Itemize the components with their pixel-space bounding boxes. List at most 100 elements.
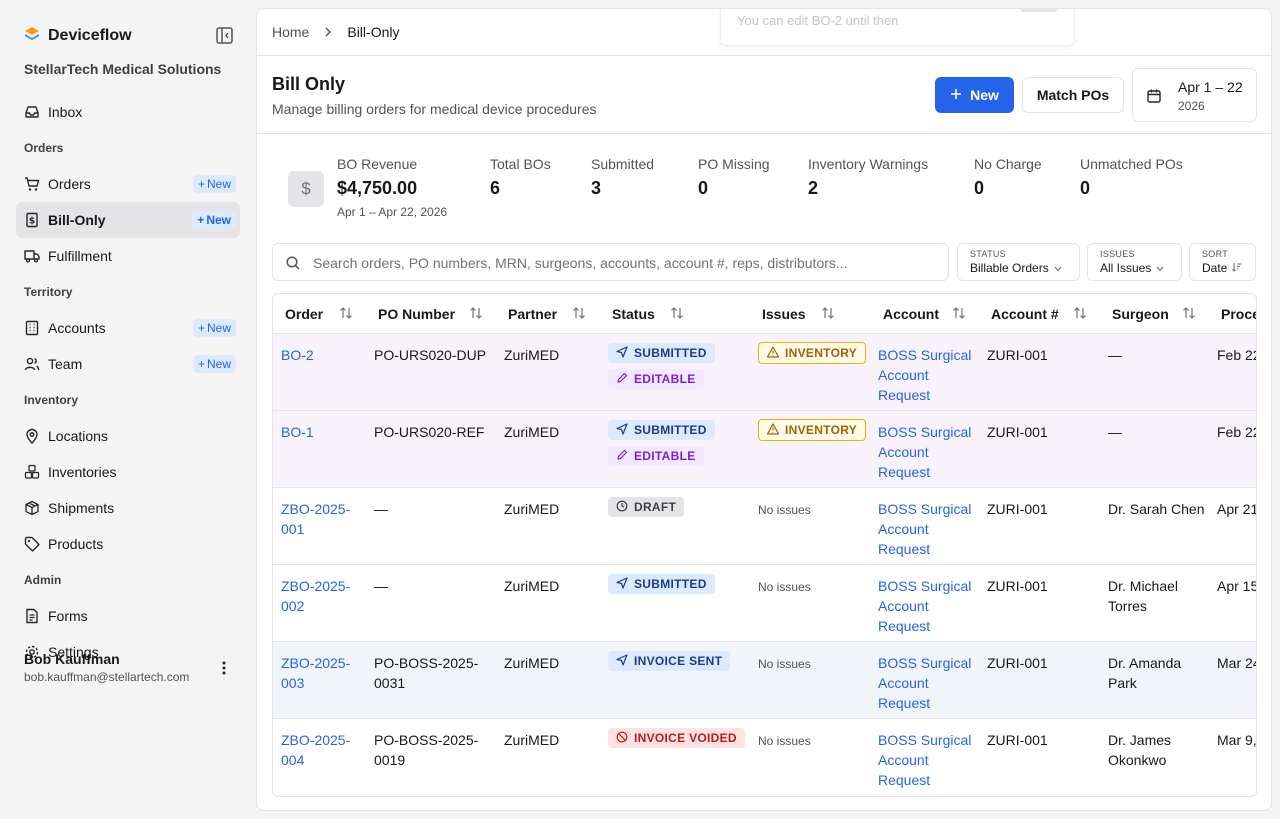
plus-icon: [950, 87, 962, 103]
toast-notification: You can edit BO-2 until then: [720, 9, 1075, 46]
sort-control[interactable]: SORT Date: [1189, 243, 1256, 281]
sidebar-item-orders[interactable]: Orders + New: [16, 166, 240, 202]
date-range-picker[interactable]: Apr 1 – 22 2026: [1132, 68, 1257, 122]
procedure-date-cell: Feb 22: [1217, 424, 1257, 440]
stat-value: 0: [1080, 178, 1091, 198]
sidebar-item-team[interactable]: Team + New: [16, 346, 240, 382]
status-badge-submitted: SUBMITTED: [608, 420, 715, 440]
column-header-status[interactable]: Status: [612, 306, 655, 322]
column-header-procedure[interactable]: Procedure: [1221, 306, 1256, 322]
stat-po-missing[interactable]: PO Missing 0: [698, 156, 770, 199]
sidebar-item-locations[interactable]: Locations: [16, 418, 240, 454]
page-title: Bill Only: [272, 74, 346, 94]
filter-label: ISSUES: [1100, 249, 1135, 259]
account-link[interactable]: BOSS Surgical Account Request: [878, 424, 972, 480]
partner-cell: ZuriMED: [504, 655, 560, 671]
issue-badge-inventory[interactable]: INVENTORY: [758, 419, 867, 441]
column-header-surgeon[interactable]: Surgeon: [1112, 306, 1169, 322]
sort-icon[interactable]: [572, 306, 586, 323]
user-profile[interactable]: Bob Kauffman bob.kauffman@stellartech.co…: [24, 651, 189, 684]
stat-no-charge[interactable]: No Charge 0: [974, 156, 1042, 199]
stat-unmatched-pos[interactable]: Unmatched POs 0: [1080, 156, 1183, 199]
org-name[interactable]: StellarTech Medical Solutions: [24, 61, 222, 77]
new-bill-only-primary-button[interactable]: New: [935, 77, 1014, 113]
surgeon-cell: Dr. Sarah Chen: [1108, 501, 1205, 517]
plus-icon: +: [197, 321, 205, 335]
column-header-account[interactable]: Account: [883, 306, 939, 322]
sidebar-item-products[interactable]: Products: [16, 526, 240, 562]
issue-badge-inventory[interactable]: INVENTORY: [758, 342, 867, 364]
account-link[interactable]: BOSS Surgical Account Request: [878, 732, 972, 788]
sidebar-item-fulfillment[interactable]: Fulfillment: [16, 238, 240, 274]
breadcrumb-home[interactable]: Home: [272, 24, 310, 40]
send-icon: [616, 345, 628, 361]
new-order-button[interactable]: + New: [192, 175, 236, 193]
stat-submitted[interactable]: Submitted 3: [591, 156, 654, 199]
sort-icon[interactable]: [952, 306, 966, 323]
sidebar-item-inbox[interactable]: Inbox: [16, 94, 240, 130]
new-bill-only-button[interactable]: + New: [192, 211, 236, 229]
account-link[interactable]: BOSS Surgical Account Request: [878, 501, 972, 557]
table-row[interactable]: ZBO-2025- 002 — ZuriMED SUBMITTED No issu…: [273, 565, 1256, 642]
send-icon: [616, 653, 628, 669]
sidebar-item-settings[interactable]: Settings: [16, 634, 240, 670]
match-pos-button[interactable]: Match POs: [1022, 77, 1124, 113]
breadcrumb-current: Bill-Only: [347, 24, 400, 40]
issues-filter[interactable]: ISSUES All Issues: [1087, 243, 1182, 281]
table-row[interactable]: BO-1 PO-URS020-REF ZuriMED SUBMITTED EDI…: [273, 411, 1257, 488]
new-account-button[interactable]: + New: [192, 319, 236, 337]
table-row[interactable]: ZBO-2025- 001 — ZuriMED DRAFT No issues B…: [273, 488, 1256, 565]
partner-cell: ZuriMED: [504, 732, 560, 748]
partner-cell: ZuriMED: [504, 578, 560, 594]
nav-section-inventory: Inventory: [24, 393, 79, 407]
table-row[interactable]: BO-2 PO-URS020-DUP ZuriMED SUBMITTED EDI…: [273, 334, 1256, 411]
account-link[interactable]: BOSS Surgical Account Request: [878, 347, 972, 403]
sidebar-item-inventories[interactable]: Inventories: [16, 454, 240, 490]
column-header-partner[interactable]: Partner: [508, 306, 558, 322]
package-icon: [24, 500, 40, 516]
account-number-cell: ZURI-001: [987, 655, 1048, 671]
order-link[interactable]: ZBO-2025- 002: [281, 578, 351, 614]
toast-action-button[interactable]: [1020, 9, 1058, 12]
account-link[interactable]: BOSS Surgical Account Request: [878, 655, 972, 711]
order-link[interactable]: ZBO-2025- 001: [281, 501, 351, 537]
order-link[interactable]: BO-2: [281, 347, 314, 363]
order-link[interactable]: BO-1: [281, 424, 314, 440]
order-link[interactable]: ZBO-2025- 004: [281, 732, 351, 768]
column-header-issues[interactable]: Issues: [762, 306, 806, 322]
sidebar-item-accounts[interactable]: Accounts + New: [16, 310, 240, 346]
column-header-order[interactable]: Order: [285, 306, 324, 322]
collapse-sidebar-icon[interactable]: [216, 27, 234, 45]
stat-inventory-warnings[interactable]: Inventory Warnings 2: [808, 156, 928, 199]
column-header-po-number[interactable]: PO Number: [378, 306, 456, 322]
sort-icon[interactable]: [821, 306, 835, 323]
sidebar-item-shipments[interactable]: Shipments: [16, 490, 240, 526]
brand[interactable]: Deviceflow: [24, 26, 132, 45]
table-row[interactable]: ZBO-2025- 004 PO-BOSS-2025- 0019 ZuriMED I…: [273, 719, 1257, 796]
account-link[interactable]: BOSS Surgical Account Request: [878, 578, 972, 634]
column-header-account-number[interactable]: Account #: [991, 306, 1059, 322]
sort-icon[interactable]: [469, 306, 483, 323]
sort-icon[interactable]: [670, 306, 684, 323]
more-vertical-icon[interactable]: [218, 660, 230, 676]
stat-label: Submitted: [591, 156, 655, 172]
search-input[interactable]: Search orders, PO numbers, MRN, surgeons…: [272, 243, 949, 281]
sidebar-item-forms[interactable]: Forms: [16, 598, 240, 634]
procedure-date-cell: Mar 9,: [1217, 732, 1257, 748]
date-range-label: Apr 1 – 22: [1178, 79, 1243, 95]
sidebar-item-label: Team: [48, 356, 83, 372]
sidebar-item-label: Forms: [48, 608, 88, 624]
table-row[interactable]: ZBO-2025- 003 PO-BOSS-2025- 0031 ZuriMED I…: [273, 642, 1256, 719]
new-team-button[interactable]: + New: [192, 355, 236, 373]
sidebar-item-bill-only[interactable]: $ Bill-Only + New: [16, 202, 240, 238]
sort-icon[interactable]: [1182, 306, 1196, 323]
account-number-cell: ZURI-001: [987, 424, 1048, 440]
sort-icon[interactable]: [1073, 306, 1087, 323]
receipt-icon: $: [24, 212, 40, 228]
sort-icon[interactable]: [339, 306, 353, 323]
order-link[interactable]: ZBO-2025- 003: [281, 655, 351, 691]
status-filter[interactable]: STATUS Billable Orders: [957, 243, 1080, 281]
stat-total-bos[interactable]: Total BOs 6: [490, 156, 551, 199]
clock-icon: [616, 500, 628, 515]
sidebar-item-label: Orders: [48, 176, 91, 192]
